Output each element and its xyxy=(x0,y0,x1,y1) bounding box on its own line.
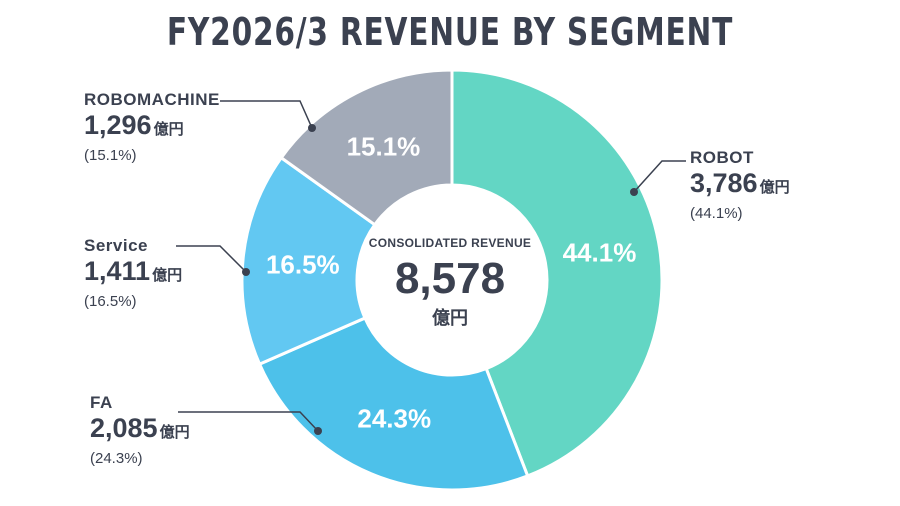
segment-value-row: 1,296 億円 xyxy=(84,110,220,145)
segment-value: 2,085 xyxy=(90,413,158,443)
segment-value-row: 1,411 億円 xyxy=(84,256,182,291)
leader-line-robomachine xyxy=(220,100,313,129)
leader-line-fa xyxy=(178,411,319,432)
slice-robomachine xyxy=(279,68,454,227)
segment-label-robot: ROBOT 3,786 億円 (44.1%) xyxy=(690,148,790,225)
segment-value: 1,296 xyxy=(84,110,152,140)
leader-dot-fa xyxy=(314,427,322,435)
center-unit: 億円 xyxy=(432,308,468,328)
slice-percent-robomachine: 15.1% xyxy=(347,132,421,162)
leader-line-service xyxy=(176,245,247,273)
leader-dot-robomachine xyxy=(308,124,316,132)
segment-label-fa: FA 2,085 億円 (24.3%) xyxy=(90,393,190,470)
segment-percent: (16.5%) xyxy=(84,293,137,310)
segment-unit: 億円 xyxy=(159,424,190,441)
slice-service xyxy=(240,155,377,367)
segment-value-row: 2,085 億円 xyxy=(90,413,190,448)
segment-value-row: 3,786 億円 xyxy=(690,168,790,203)
segment-unit: 億円 xyxy=(759,179,790,196)
leader-line-group xyxy=(176,100,686,435)
center-total: 8,578 xyxy=(394,254,506,303)
slice-percent-service: 16.5% xyxy=(266,249,340,279)
segment-value: 3,786 xyxy=(690,168,758,198)
segment-label-service: Service 1,411 億円 (16.5%) xyxy=(84,236,182,313)
segment-percent: (15.1%) xyxy=(84,147,137,164)
segment-name: ROBOT xyxy=(690,148,754,167)
chart-title: FY2026/3 REVENUE BY SEGMENT xyxy=(166,10,734,54)
center-caption: CONSOLIDATED REVENUE xyxy=(368,236,532,250)
slice-percent-fa: 24.3% xyxy=(357,403,431,433)
segment-name: Service xyxy=(84,236,148,255)
center-summary: CONSOLIDATED REVENUE 8,578 億円 xyxy=(350,236,550,330)
segment-percent: (24.3%) xyxy=(90,450,143,467)
slice-group xyxy=(240,68,664,492)
slice-label-group: 44.1% 24.3% 16.5% 15.1% xyxy=(266,132,636,434)
slice-percent-robot: 44.1% xyxy=(563,238,637,268)
leader-dot-service xyxy=(242,268,250,276)
leader-line-robot xyxy=(633,160,686,193)
segment-unit: 億円 xyxy=(152,267,183,284)
segment-label-robomachine: ROBOMACHINE 1,296 億円 (15.1%) xyxy=(84,90,220,167)
segment-percent: (44.1%) xyxy=(690,205,743,222)
leader-dot-robot xyxy=(630,188,638,196)
segment-unit: 億円 xyxy=(153,121,184,138)
slice-fa xyxy=(257,316,530,492)
segment-name: ROBOMACHINE xyxy=(84,90,220,109)
segment-value: 1,411 xyxy=(84,256,151,286)
slice-robot xyxy=(450,68,664,478)
segment-name: FA xyxy=(90,393,113,412)
